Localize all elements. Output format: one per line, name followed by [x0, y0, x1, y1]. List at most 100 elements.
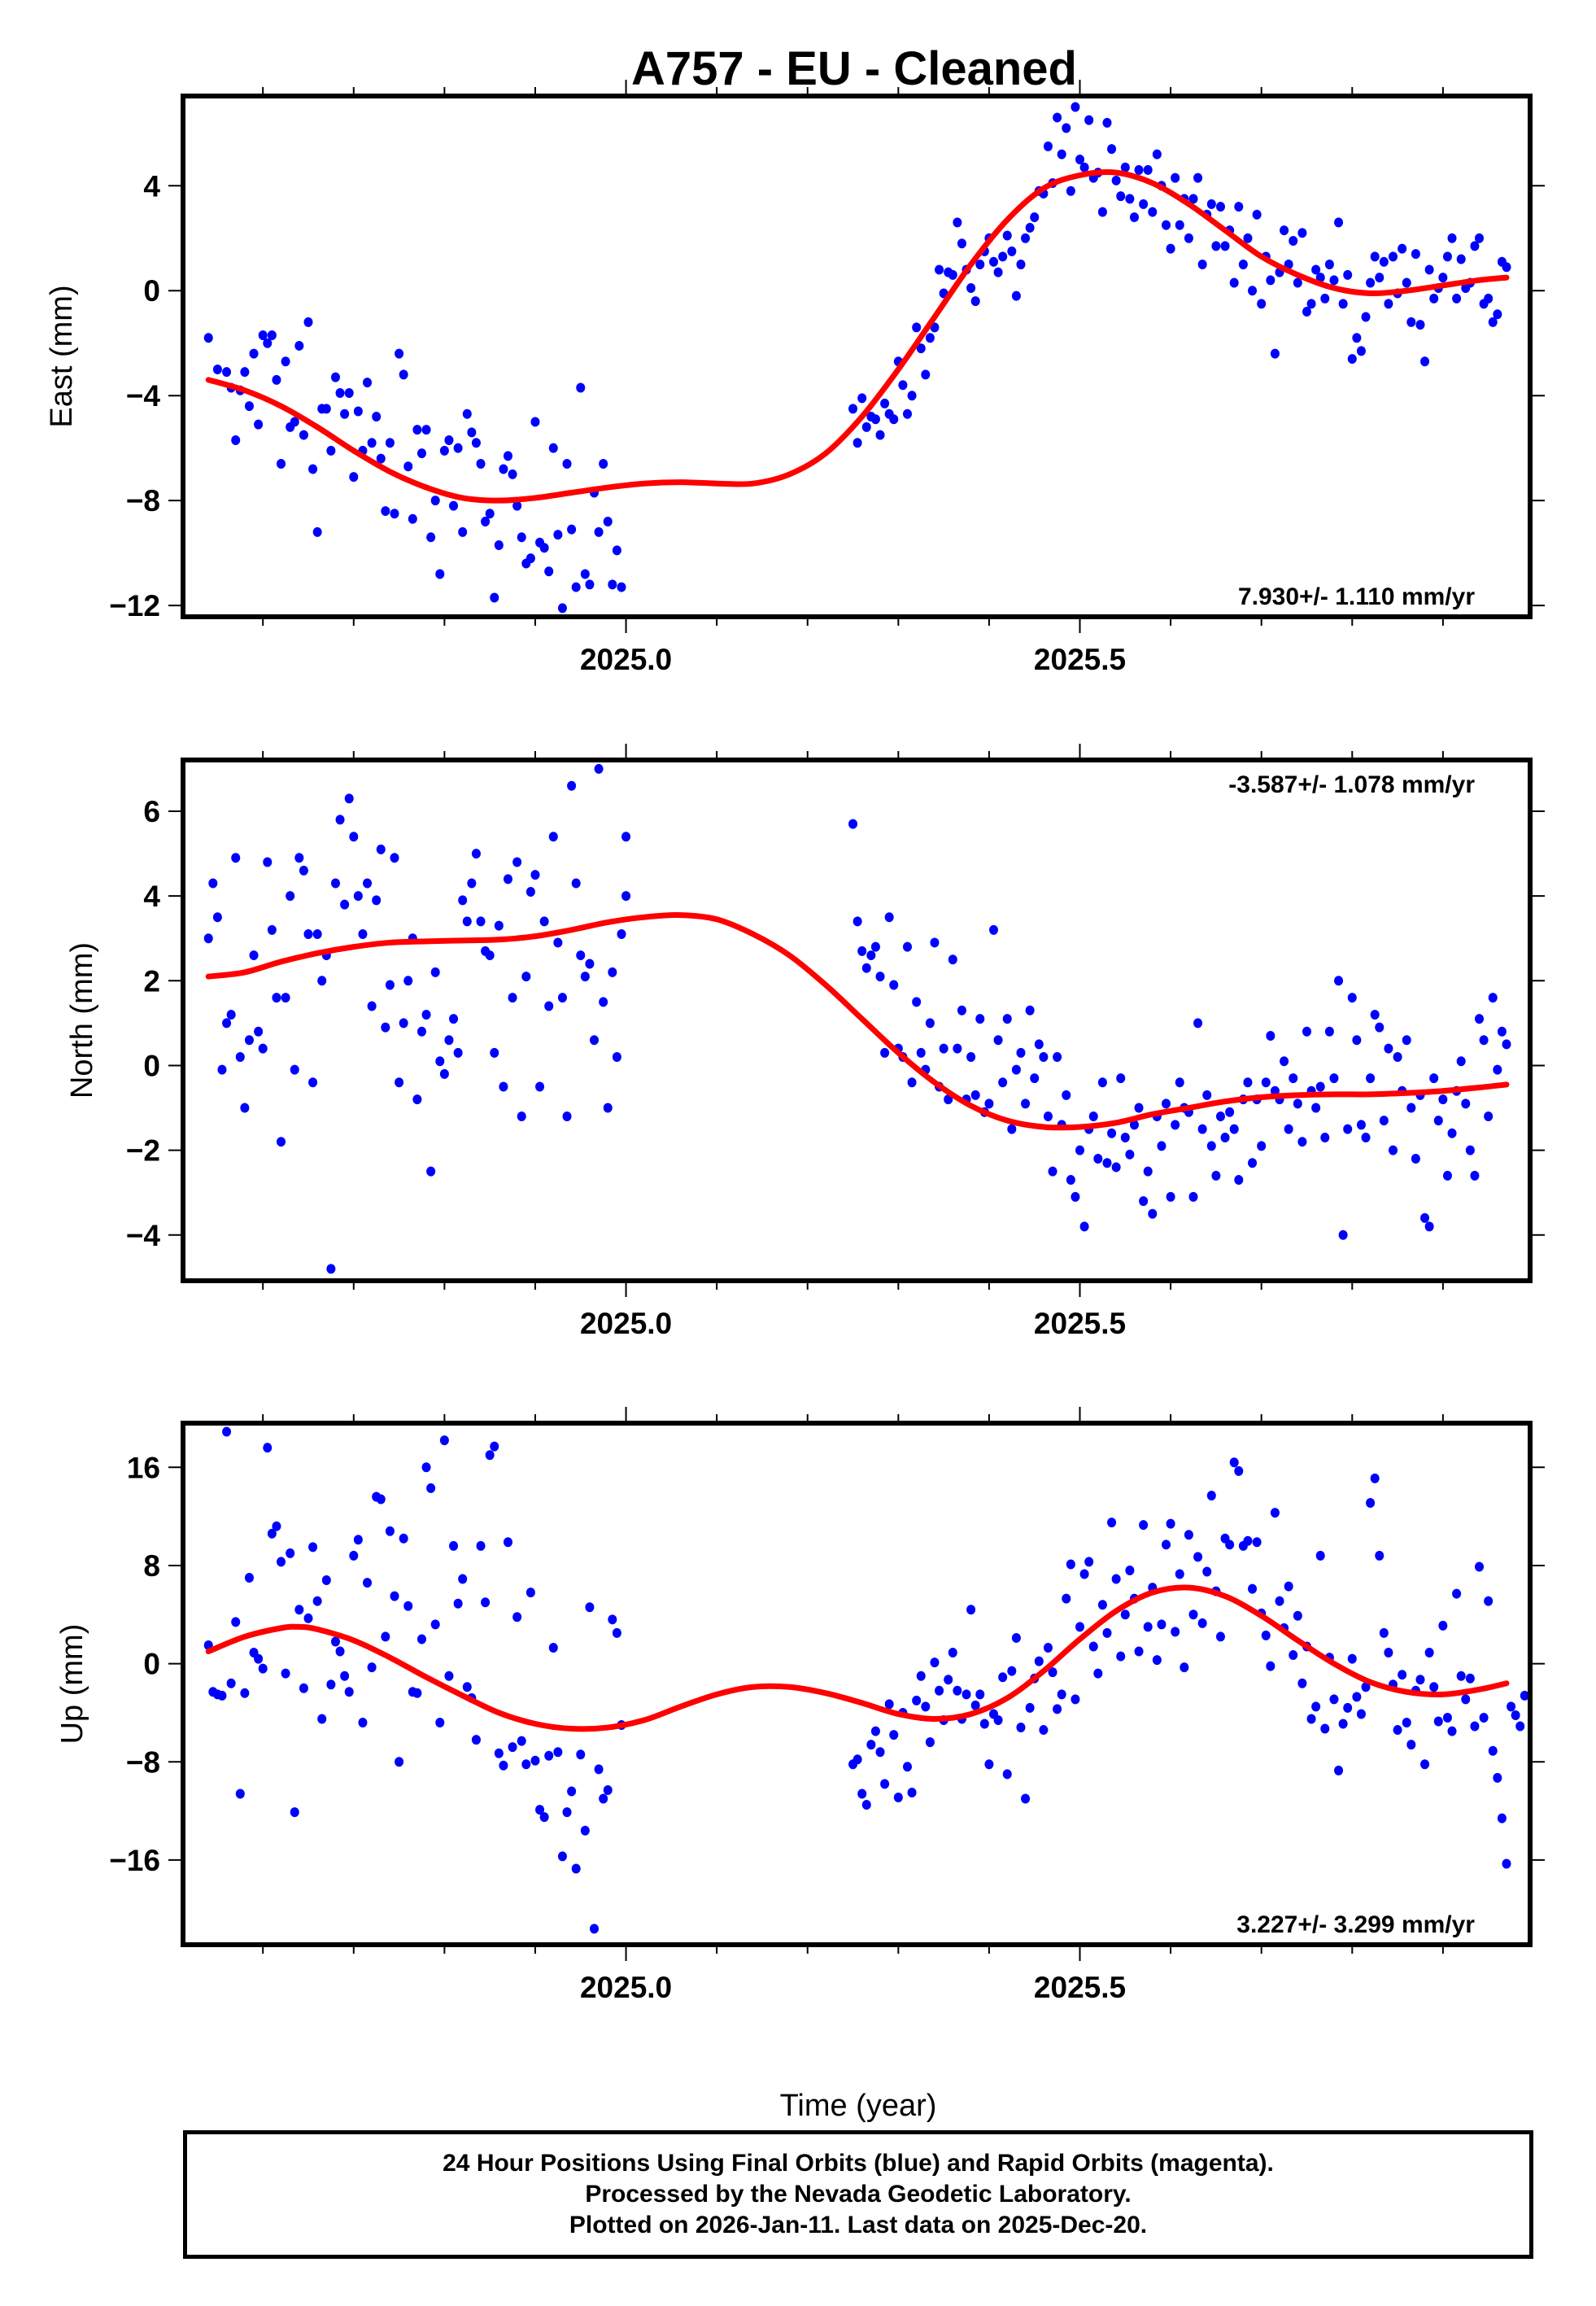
data-point [576, 1749, 586, 1760]
data-point [1338, 1719, 1348, 1729]
data-point [557, 1851, 567, 1862]
data-point [349, 832, 359, 842]
data-point [975, 259, 985, 269]
data-point [1284, 1581, 1293, 1592]
data-point [490, 1047, 499, 1058]
data-point [1193, 1552, 1203, 1562]
data-point [1280, 225, 1289, 236]
data-point [421, 1009, 431, 1020]
data-point [1470, 1170, 1480, 1181]
data-point [1220, 1132, 1230, 1142]
data-point [1393, 1052, 1402, 1063]
data-point [1120, 1132, 1130, 1142]
data-point [1134, 164, 1144, 175]
data-point [1289, 235, 1298, 246]
data-point [1180, 1662, 1189, 1673]
data-points [203, 1426, 1529, 1934]
data-point [585, 579, 595, 590]
data-point [1379, 1116, 1389, 1126]
data-point [499, 1081, 508, 1092]
data-point [235, 1052, 245, 1063]
data-point [254, 1653, 264, 1664]
data-point [1048, 1166, 1057, 1177]
data-point [580, 569, 590, 579]
data-point [1470, 1721, 1480, 1732]
data-point [326, 1264, 336, 1274]
data-point [521, 972, 531, 982]
x-axis-label: Time (year) [780, 2089, 937, 2123]
data-point [1429, 293, 1439, 304]
data-point [1084, 115, 1094, 125]
data-point [848, 819, 858, 829]
data-point [395, 1077, 404, 1088]
data-point [880, 1779, 890, 1789]
data-point [1261, 1630, 1271, 1640]
data-point [312, 526, 322, 537]
data-point [244, 1573, 254, 1583]
data-point [599, 459, 608, 469]
data-point [1088, 1111, 1098, 1121]
data-point [395, 348, 404, 359]
data-point [353, 406, 363, 417]
data-point [258, 1663, 268, 1674]
data-point [1079, 1221, 1089, 1232]
data-point [399, 1533, 408, 1544]
data-point [290, 1064, 299, 1075]
data-point [1102, 1158, 1112, 1168]
data-point [544, 1750, 554, 1761]
data-point [517, 532, 526, 543]
data-point [258, 330, 268, 341]
data-point [567, 524, 577, 535]
data-point [1297, 1137, 1307, 1147]
data-point [889, 414, 899, 425]
data-point [998, 1077, 1008, 1088]
data-point [349, 1550, 359, 1561]
data-point [912, 997, 922, 1007]
data-point [1139, 1520, 1149, 1531]
data-point [984, 1098, 994, 1109]
y-axis-label: North (mm) [65, 942, 99, 1098]
data-point [308, 1542, 318, 1553]
data-point [1007, 1666, 1017, 1676]
data-point [1071, 1191, 1080, 1202]
data-point [330, 878, 340, 889]
y-tick-label: 0 [143, 1049, 160, 1082]
data-point [1507, 1701, 1516, 1712]
data-point [1053, 112, 1062, 123]
data-point [267, 1528, 277, 1539]
data-point [1166, 243, 1175, 254]
data-point [1107, 1518, 1117, 1528]
data-point [1375, 1022, 1385, 1033]
data-point [875, 972, 885, 982]
data-point [1297, 1678, 1307, 1688]
y-tick-label: 0 [143, 274, 160, 308]
data-point [1157, 1141, 1166, 1151]
data-point [1075, 1145, 1085, 1155]
data-point [267, 924, 277, 935]
data-point [1406, 1740, 1416, 1750]
data-point [1343, 1124, 1353, 1134]
data-point [1197, 259, 1207, 269]
data-points [203, 763, 1511, 1274]
data-point [1184, 233, 1193, 243]
y-tick-label: −16 [109, 1844, 160, 1877]
data-point [1025, 1702, 1035, 1713]
data-point [1188, 1191, 1198, 1202]
data-point [1107, 1128, 1117, 1138]
data-point [912, 1695, 922, 1705]
data-point [490, 1441, 499, 1452]
data-point [1021, 233, 1031, 243]
data-point [576, 950, 586, 961]
data-point [1097, 1077, 1107, 1088]
data-point [217, 1690, 227, 1701]
data-point [244, 1035, 254, 1046]
data-point [1007, 246, 1017, 256]
data-point [1329, 1694, 1339, 1705]
data-point [1257, 1141, 1267, 1151]
data-point [281, 993, 290, 1003]
data-point [612, 545, 621, 556]
data-point [1315, 273, 1325, 283]
data-point [1229, 277, 1239, 288]
data-point [231, 853, 241, 863]
